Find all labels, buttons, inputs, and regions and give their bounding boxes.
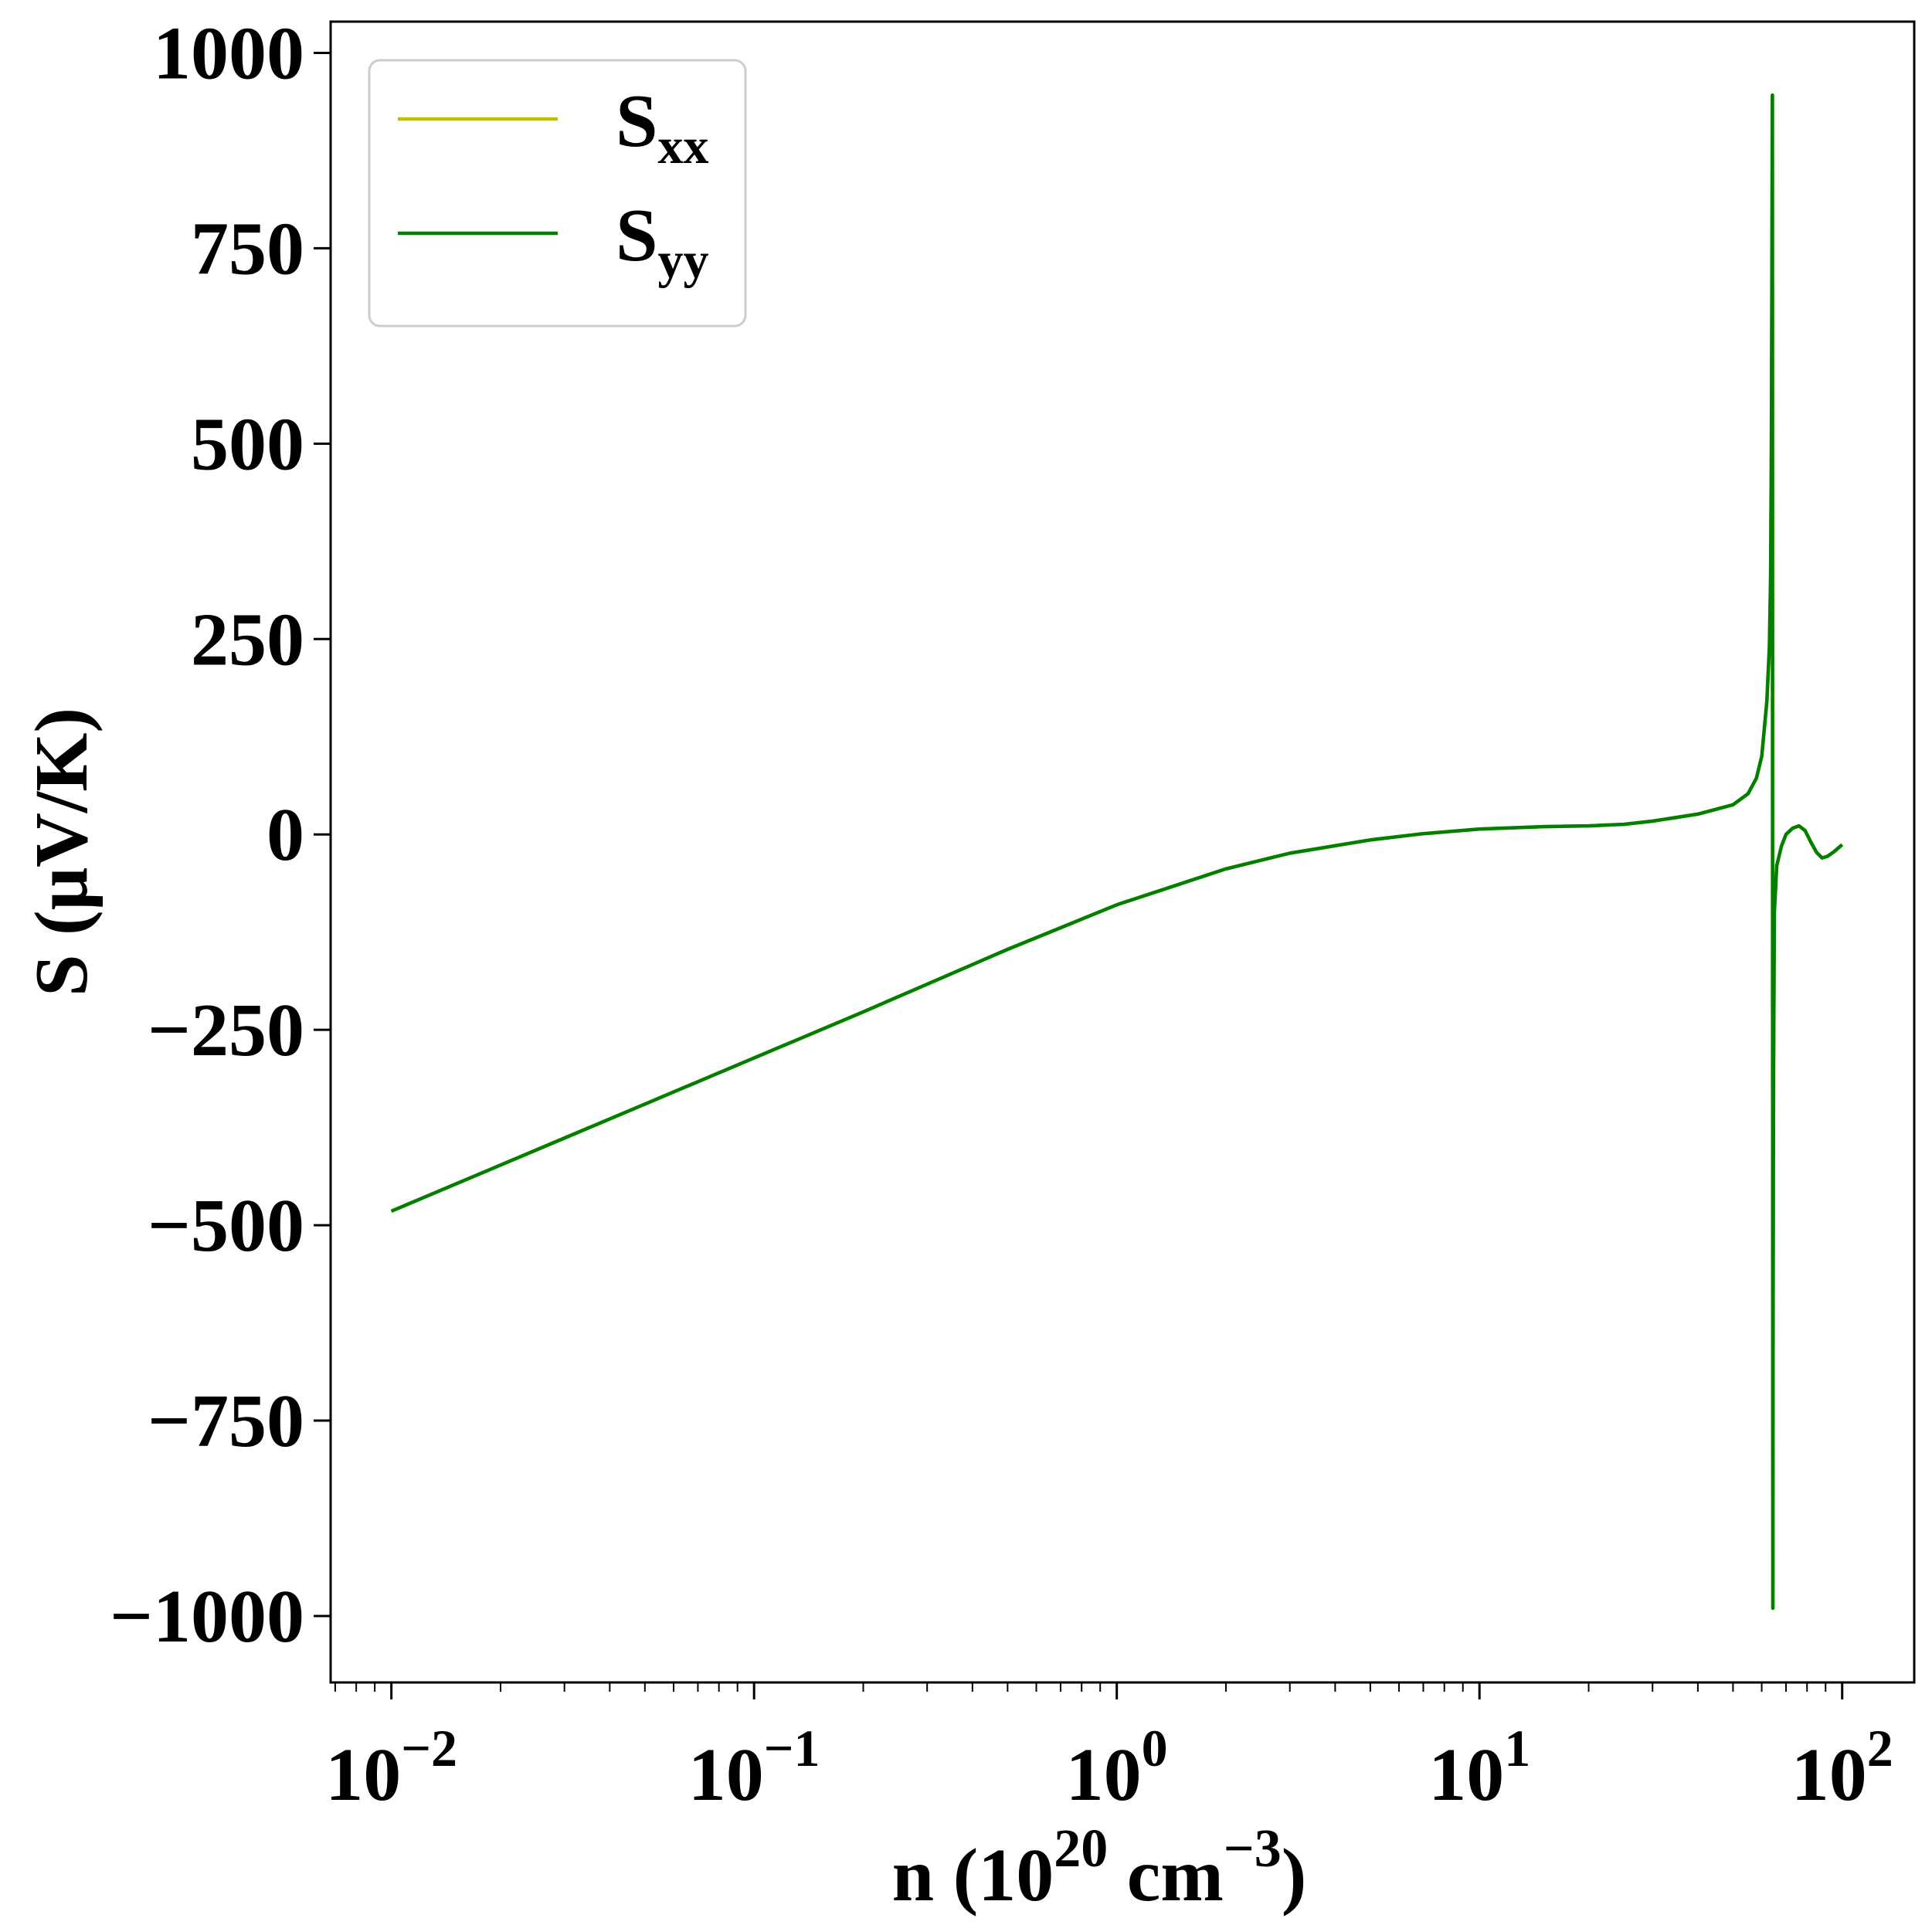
x-axis-ticks: 10−2 10−1 100 101 102 xyxy=(325,1682,1893,1817)
y-tick-label: −1000 xyxy=(110,1575,304,1658)
x-tick-label-exponent: 0 xyxy=(1142,1719,1168,1777)
legend-label-subscript: xx xyxy=(658,118,709,175)
y-tick-label: 1000 xyxy=(153,12,304,95)
legend-label-base: S xyxy=(616,80,658,163)
legend-box xyxy=(368,59,747,328)
x-axis-label-unit-exponent: −3 xyxy=(1224,1819,1282,1879)
x-axis-label-base: n (10 xyxy=(892,1834,1054,1917)
x-minor-ticks xyxy=(334,1682,1827,1692)
y-tick-label: −750 xyxy=(148,1380,304,1463)
x-tick-label: 10−2 xyxy=(325,1719,457,1817)
x-tick-label-base: 10 xyxy=(1066,1733,1142,1817)
legend-label-base: S xyxy=(616,194,658,277)
x-tick-label-base: 10 xyxy=(688,1733,764,1817)
x-tick-label-base: 10 xyxy=(325,1733,401,1817)
x-axis-label-exponent: 20 xyxy=(1054,1819,1108,1879)
y-axis-label: S (μV/K) xyxy=(20,708,104,996)
x-tick-label-exponent: −1 xyxy=(764,1719,820,1777)
x-tick-label-exponent: 2 xyxy=(1867,1719,1893,1777)
y-tick-label: 0 xyxy=(267,793,304,877)
x-tick-label-exponent: 1 xyxy=(1504,1719,1530,1777)
y-axis-ticks: 1000 750 500 250 0 −250 −500 −750 −1000 xyxy=(110,12,331,1658)
x-tick-label: 10−1 xyxy=(688,1719,820,1817)
y-tick-label: −500 xyxy=(148,1184,304,1268)
x-axis-label: n (1020 cm−3) xyxy=(892,1819,1307,1917)
x-tick-label-base: 10 xyxy=(1428,1733,1504,1817)
x-tick-label: 100 xyxy=(1066,1719,1168,1817)
x-axis-label-unit: cm xyxy=(1108,1834,1224,1917)
plot-frame xyxy=(329,20,1916,1684)
x-axis-label-close: ) xyxy=(1282,1834,1307,1917)
plot-lines xyxy=(390,93,1844,1611)
legend-label-yy: Syy xyxy=(616,194,709,289)
legend-label-subscript: yy xyxy=(658,233,709,289)
y-tick-label: 250 xyxy=(191,598,304,681)
legend-label-xx: Sxx xyxy=(616,80,709,175)
y-tick-label: −250 xyxy=(148,989,304,1072)
x-tick-label: 102 xyxy=(1791,1719,1893,1817)
y-tick-label: 750 xyxy=(191,207,304,290)
x-tick-label: 101 xyxy=(1428,1719,1530,1817)
x-tick-label-exponent: −2 xyxy=(401,1719,457,1777)
x-tick-label-base: 10 xyxy=(1791,1733,1867,1817)
y-tick-label: 500 xyxy=(191,402,304,486)
series-line-yy xyxy=(390,93,1844,1611)
